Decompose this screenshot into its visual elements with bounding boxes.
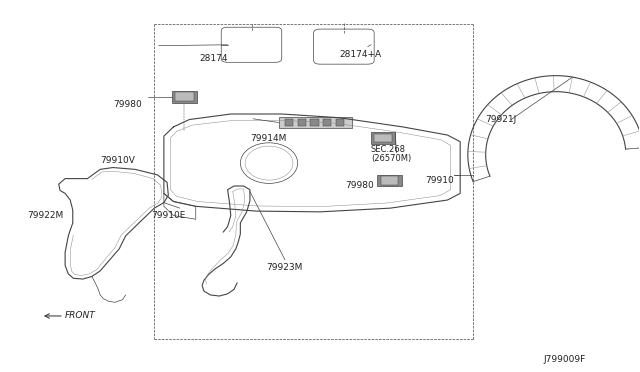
Bar xyxy=(371,132,395,144)
Text: 79910E: 79910E xyxy=(151,211,186,220)
Text: J799009F: J799009F xyxy=(543,355,585,364)
Text: (26570M): (26570M) xyxy=(371,154,412,163)
Text: 79921J: 79921J xyxy=(486,115,517,124)
Text: 28174+A: 28174+A xyxy=(339,51,381,60)
Text: 79910V: 79910V xyxy=(100,156,135,166)
Bar xyxy=(175,92,194,101)
Text: 79980: 79980 xyxy=(346,182,374,190)
Text: SEC.268: SEC.268 xyxy=(371,145,406,154)
Bar xyxy=(336,119,344,126)
Text: 79914M: 79914M xyxy=(250,134,286,142)
Bar xyxy=(310,119,319,126)
Text: FRONT: FRONT xyxy=(65,311,96,320)
Bar xyxy=(172,91,197,103)
Bar xyxy=(374,134,392,142)
Text: 79923M: 79923M xyxy=(266,263,302,272)
Bar xyxy=(278,117,352,128)
Bar xyxy=(323,119,332,126)
Bar xyxy=(378,175,401,186)
Bar xyxy=(381,176,398,185)
Bar xyxy=(298,119,306,126)
Text: 79980: 79980 xyxy=(113,100,141,109)
Text: 79922M: 79922M xyxy=(27,211,63,220)
Text: 28174: 28174 xyxy=(199,54,227,63)
Text: 79910: 79910 xyxy=(425,176,454,185)
Bar xyxy=(285,119,293,126)
